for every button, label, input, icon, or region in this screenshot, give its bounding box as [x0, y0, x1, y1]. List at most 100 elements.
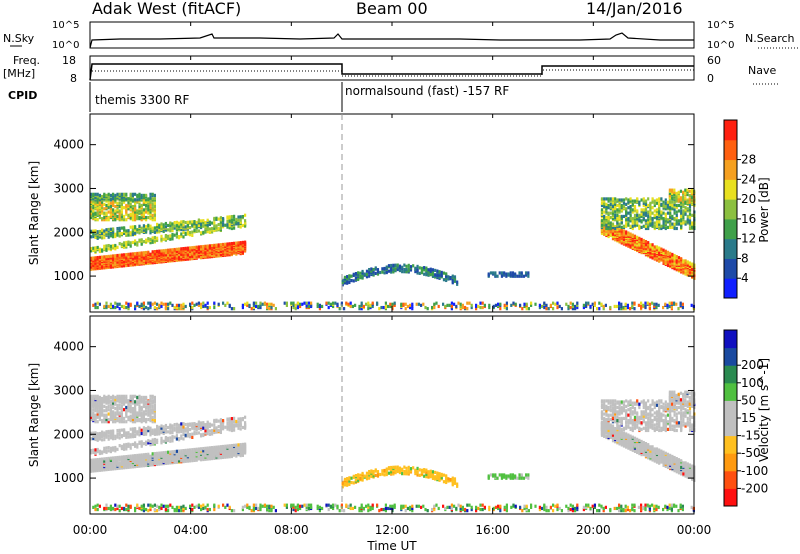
power-cell: [466, 301, 469, 305]
power-cell: [427, 270, 430, 274]
power-cell: [283, 301, 286, 305]
power-cell: [625, 197, 628, 201]
power-cell: [153, 305, 156, 310]
velocity-cell: [180, 422, 183, 426]
velocity-cell: [237, 417, 240, 421]
velocity-cell: [213, 423, 216, 427]
power-cell: [112, 215, 115, 220]
power-cell: [147, 211, 150, 215]
power-cell: [197, 250, 200, 255]
velocity-cell: [151, 428, 154, 432]
power-cell: [523, 302, 526, 306]
power-cell: [131, 252, 134, 256]
power-cell: [142, 214, 145, 219]
velocity-cell: [226, 427, 229, 431]
power-cell: [151, 250, 154, 254]
power-cell: [518, 274, 521, 278]
power-cell: [173, 247, 176, 252]
velocity-cell: [191, 435, 194, 440]
power-cell: [644, 213, 648, 217]
power-cell: [138, 207, 141, 211]
power-cell: [509, 273, 512, 277]
power-cell: [112, 254, 115, 258]
velocity-cell: [186, 432, 189, 436]
power-cell: [94, 233, 97, 237]
power-cell: [438, 270, 441, 274]
power-cell: [140, 209, 143, 213]
velocity-cell: [131, 406, 134, 411]
power-cell: [653, 199, 656, 203]
power-cell: [626, 303, 629, 307]
power-cell: [679, 198, 683, 202]
velocity-cell: [178, 449, 181, 453]
velocity-cell: [171, 430, 174, 435]
power-cell: [677, 209, 681, 213]
velocity-cell: [114, 419, 117, 423]
power-cell: [230, 215, 233, 219]
power-cell: [191, 233, 194, 238]
power-cell: [294, 303, 297, 307]
power-cell: [459, 304, 462, 309]
velocity-cell: [197, 425, 200, 430]
velocity-cell: [228, 421, 231, 425]
power-cell: [651, 211, 654, 215]
power-cell: [530, 301, 533, 305]
power-cell: [658, 246, 661, 250]
power-cell: [658, 226, 661, 231]
velocity-cell: [131, 442, 134, 447]
power-cell: [666, 204, 670, 209]
power-cell: [123, 243, 126, 247]
power-cell: [438, 273, 441, 277]
velocity-cell: [127, 409, 130, 413]
power-cell: [318, 303, 321, 307]
power-cell: [217, 227, 220, 231]
power-cell: [171, 226, 174, 230]
velocity-cell: [123, 428, 126, 432]
power-cell: [383, 266, 386, 271]
power-cell: [92, 192, 95, 196]
power-cell: [230, 226, 233, 231]
power-cell: [424, 305, 427, 310]
velocity-cell: [112, 446, 115, 450]
power-cell: [618, 214, 621, 219]
power-cell: [138, 231, 141, 235]
power-cell: [193, 224, 196, 228]
power-cell: [384, 304, 387, 309]
velocity-cell: [96, 410, 99, 414]
power-cell: [649, 217, 652, 221]
velocity-cell: [125, 410, 128, 414]
power-cell: [96, 210, 99, 214]
power-cell: [94, 256, 97, 260]
power-cell: [175, 224, 178, 228]
velocity-cell: [156, 440, 159, 445]
power-cell: [123, 192, 126, 196]
power-cell: [600, 223, 604, 227]
power-cell: [134, 252, 137, 256]
power-cell: [475, 303, 478, 307]
power-cell: [105, 228, 108, 232]
power-cell: [235, 252, 238, 256]
power-cell: [611, 209, 615, 213]
velocity-cell: [160, 426, 163, 430]
power-cell: [525, 302, 528, 306]
power-cell: [332, 301, 335, 305]
velocity-cell: [107, 404, 110, 408]
velocity-cell: [127, 431, 130, 435]
velocity-cell: [103, 409, 106, 413]
power-cell: [129, 231, 132, 235]
power-cell: [250, 307, 253, 311]
power-cell: [136, 243, 139, 247]
velocity-cell: [180, 451, 183, 455]
power-cell: [437, 304, 440, 309]
power-cell: [142, 199, 145, 203]
power-cell: [631, 233, 634, 237]
velocity-cell: [186, 448, 189, 452]
power-cell: [455, 304, 458, 309]
power-cell: [241, 214, 244, 219]
colorbar-swatch: [724, 139, 737, 161]
power-cell: [149, 215, 152, 220]
power-cell: [596, 307, 599, 311]
power-cell: [116, 201, 119, 205]
velocity-cell: [162, 427, 165, 431]
velocity-cell: [131, 410, 134, 414]
